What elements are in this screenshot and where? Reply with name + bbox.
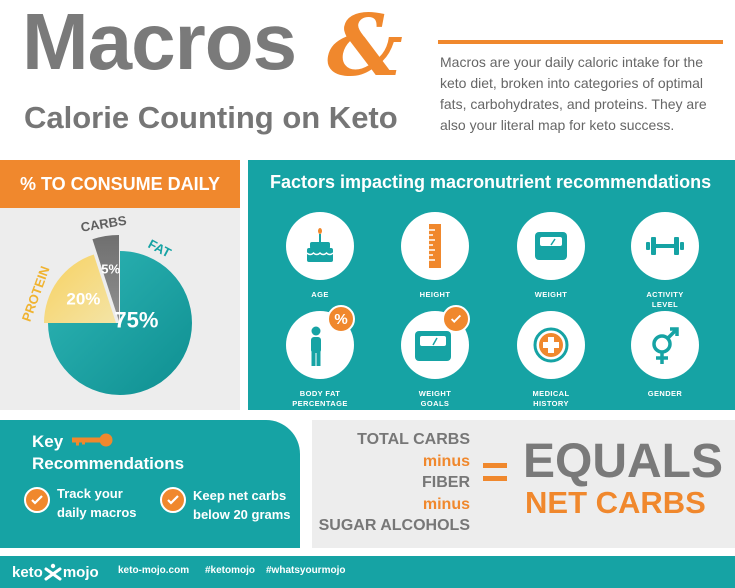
- equals-text: EQUALS: [523, 435, 724, 488]
- factor-label: HEIGHT: [419, 290, 451, 299]
- logo-x-icon: [44, 563, 62, 581]
- factor-label: ACTIVITY LEVEL: [646, 290, 684, 309]
- pie-label-carbs: CARBS: [80, 213, 128, 235]
- header-description: Macros are your daily caloric intake for…: [440, 54, 707, 133]
- sugar-alcohols-text: SUGAR ALCOHOLS: [318, 517, 470, 534]
- factor-gender: GENDER: [620, 311, 710, 399]
- key-recommendations-title-line2: Recommendations: [32, 454, 185, 473]
- minus-text-2: minus: [422, 496, 470, 513]
- pie-value-carbs: 5%: [101, 261, 120, 276]
- scale-icon: [517, 212, 585, 280]
- logo-right: mojo: [62, 563, 99, 581]
- factor-label: BODY FAT PERCENTAGE: [292, 389, 348, 408]
- logo-left: keto: [12, 563, 43, 581]
- check-icon: [160, 487, 186, 513]
- percent-badge: %: [327, 305, 355, 333]
- factor-weight: WEIGHT: [506, 212, 596, 300]
- equals-sign-icon: [483, 463, 507, 488]
- pie-value-fat: 75%: [114, 307, 158, 332]
- ruler-icon: [401, 212, 469, 280]
- factor-age: AGE: [275, 212, 365, 300]
- factor-label: WEIGHT GOALS: [418, 389, 452, 408]
- check-badge-icon: [442, 305, 470, 333]
- factor-weight-goals: WEIGHT GOALS: [390, 305, 480, 409]
- factor-body-fat: % BODY FAT PERCENTAGE: [275, 305, 365, 409]
- pie-slice-protein: [44, 254, 116, 323]
- recommendation-2: Keep net carbs below 20 grams: [193, 486, 291, 524]
- check-icon: [24, 487, 50, 513]
- pie-slice-carbs: [92, 235, 119, 321]
- footer-bar: [0, 556, 735, 588]
- key-recommendations-title-line1: Key: [32, 432, 64, 451]
- pie-slice-fat: [48, 251, 192, 395]
- gender-icon: [631, 311, 699, 379]
- factor-height: HEIGHT: [390, 212, 480, 300]
- cake-icon: [286, 212, 354, 280]
- pie-value-protein: 20%: [66, 289, 100, 308]
- medical-cross-icon: [517, 311, 585, 379]
- recommendation-2-line1: Keep net carbs: [193, 488, 287, 503]
- ampersand: &: [327, 0, 403, 95]
- recommendation-1-line2: daily macros: [57, 505, 137, 520]
- recommendation-1-line1: Track your: [57, 486, 123, 501]
- key-recommendations-panel: [0, 420, 300, 548]
- footer-hashtag-ketomojo: #ketomojo: [205, 565, 256, 576]
- key-icon: [72, 433, 113, 447]
- factor-label: AGE: [311, 290, 329, 299]
- fiber-text: FIBER: [422, 474, 470, 491]
- factor-medical-history: MEDICAL HISTORY: [506, 311, 596, 409]
- net-carbs-result: NET CARBS: [525, 485, 706, 520]
- pie-label-fat: FAT: [146, 236, 174, 260]
- minus-text-1: minus: [422, 453, 470, 470]
- recommendation-1: Track your daily macros: [57, 484, 137, 522]
- keto-mojo-logo: keto mojo: [12, 563, 99, 581]
- net-carbs-panel: [312, 420, 735, 548]
- consume-banner: % TO CONSUME DAILY: [0, 160, 240, 208]
- factor-label: WEIGHT: [534, 290, 568, 299]
- total-carbs-text: TOTAL CARBS: [357, 431, 470, 448]
- factor-label: GENDER: [647, 389, 683, 398]
- footer-hashtag-whatsyourmojo: #whatsyourmojo: [266, 565, 346, 576]
- page-subtitle: Calorie Counting on Keto: [24, 100, 398, 135]
- recommendation-2-line2: below 20 grams: [193, 507, 291, 522]
- footer-site-link[interactable]: keto-mojo.com: [118, 565, 190, 576]
- page-title: Macros: [22, 0, 297, 86]
- header-divider: [438, 40, 723, 44]
- dumbbell-icon: [631, 212, 699, 280]
- factor-label: MEDICAL HISTORY: [532, 389, 570, 408]
- factor-activity-level: ACTIVITY LEVEL: [620, 212, 710, 310]
- factors-title: Factors impacting macronutrient recommen…: [270, 172, 712, 192]
